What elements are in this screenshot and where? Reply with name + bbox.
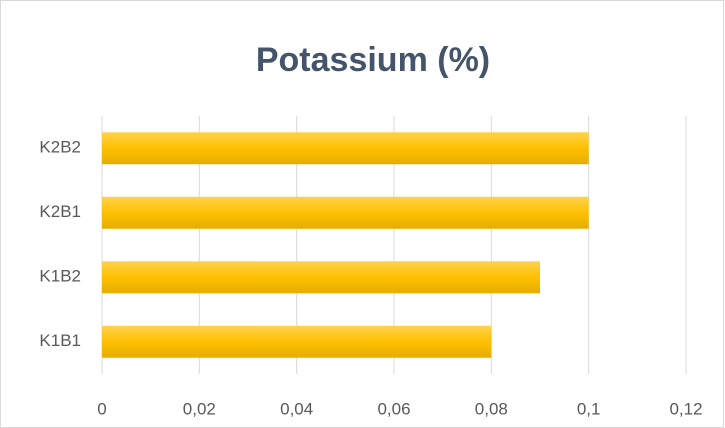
x-tick-label: 0,12 — [669, 399, 702, 418]
x-tick-label: 0,06 — [377, 399, 410, 418]
bar — [102, 196, 589, 229]
x-tick-label: 0,02 — [183, 399, 216, 418]
bar — [102, 261, 540, 294]
x-tick-label: 0,04 — [280, 399, 313, 418]
chart-title: Potassium (%) — [256, 41, 490, 79]
x-tick-label: 0,08 — [475, 399, 508, 418]
y-tick-label: K2B1 — [39, 202, 81, 221]
x-tick-label: 0,1 — [577, 399, 601, 418]
y-tick-label: K2B2 — [39, 138, 81, 157]
bar — [102, 132, 589, 165]
bar — [102, 325, 492, 358]
y-tick-label: K1B2 — [39, 267, 81, 286]
x-tick-label: 0 — [97, 399, 106, 418]
y-tick-label: K1B1 — [39, 331, 81, 350]
